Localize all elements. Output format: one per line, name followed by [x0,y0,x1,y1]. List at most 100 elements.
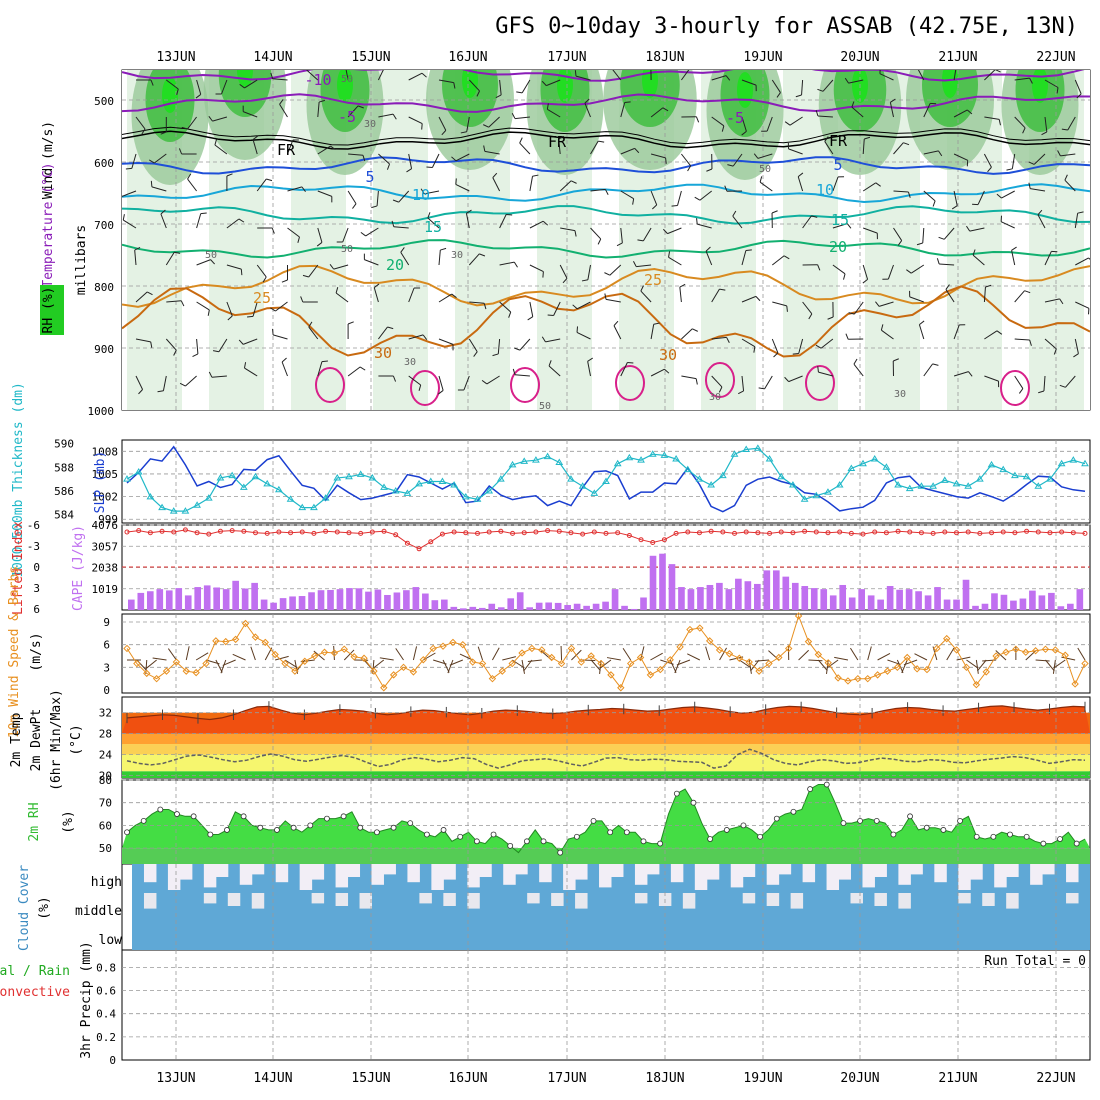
panel-frame [121,613,1091,694]
wind-barb [1044,338,1057,350]
wind-barb [1067,116,1076,131]
wind-speed-marker [498,667,507,675]
thickness-marker [1034,482,1043,489]
rh-marker [923,824,930,831]
wind-barb-10m [523,659,533,672]
isotherm-label: 10 [816,181,834,199]
date-label-top: 13JUN [156,50,195,65]
wind-barb [575,75,591,81]
wind-barb-10m [502,656,517,661]
wind-barb [711,288,720,303]
wind-barb [732,153,743,167]
wind-barb [468,338,478,352]
cloud-high-gap [575,864,588,880]
rh-marker [1007,831,1013,838]
wind-speed-marker [873,671,882,679]
wind-barb-flag [392,199,399,203]
cape-bar [953,599,960,610]
wind-barb-flag [719,288,726,291]
wind-barb [681,328,693,340]
cloud-high-gap [706,864,720,880]
wind-barb-flag [968,371,973,377]
wind-barb [642,227,652,242]
wind-barb-flag [597,238,602,245]
wind-speed-marker [409,668,418,676]
isotherm-label: 25 [644,271,662,289]
wind-barb [438,250,441,266]
cloud-middle-gap [227,893,241,906]
wind-barb-flag [481,379,488,385]
rh-area [122,784,1090,853]
lifted-index-marker [685,529,691,535]
wind-barb-flag [843,273,846,280]
lifted-index-marker [790,530,796,536]
wind-barb [697,223,712,229]
wind-barb [972,254,985,266]
temp-tick-label: 24 [99,748,113,761]
wind-barb-10m [606,657,621,661]
wind-barb-flag [972,249,976,256]
wind-barb-flag [692,328,698,332]
wind-barb [165,252,175,266]
cape-bar [393,592,401,610]
rh-marker [690,799,697,806]
thickness-marker [146,492,155,500]
wind-barb [711,116,725,127]
wind-barb-flag [705,246,711,252]
wind-barb [613,325,622,340]
wind-barb [953,190,958,206]
cape-bar [327,589,334,610]
wind-barb [1060,153,1076,157]
wind-barb [620,227,623,243]
lifted-index-marker [182,527,188,533]
wind-barb-flag [208,116,213,122]
wind-barb-flag [297,236,300,243]
cape-bar [431,600,439,610]
wind-barb [488,116,500,128]
wind-barb-10m [1077,647,1086,661]
rh-marker [257,824,264,831]
rh-contour-label: 30 [451,250,463,261]
li-tick-label: -3 [27,540,40,553]
lifted-index-marker [743,529,749,535]
wind-barb-flag [335,287,339,294]
wind-barb-flag [138,389,143,395]
wind-barb [287,139,294,155]
wind-barb-flag [824,136,829,142]
wind-speed-marker [1051,646,1060,654]
wind-barb [909,296,924,303]
wind-barb [135,338,151,343]
wind-barb-10m [1045,659,1055,672]
wind-barb [559,264,568,279]
cape-bar [991,593,998,610]
wind-barb [438,293,452,303]
wind-barb-flag [373,283,380,288]
wind-barb [587,361,591,377]
wind-barb-flag [653,322,660,325]
isotherm-20 [122,239,1090,259]
rh-tick-label: 60 [99,819,112,832]
wind-barb-flag [316,242,323,247]
cloud-high-gap [898,864,911,885]
wind-speed-marker [133,659,141,668]
wind-barb-10m [798,649,810,661]
cape-bar [441,599,448,610]
wind-barb-flag [864,136,871,140]
date-label-bottom: 22JUN [1036,1071,1075,1086]
wind-barb-flag [862,278,868,284]
wind-barb [576,301,591,310]
cloud-high-gap [443,864,456,880]
wind-speed-marker [399,663,408,672]
lifted-index-marker [369,529,375,535]
axis-label-cloud-units: (%) [37,896,52,919]
wind-barb-flag [272,328,274,335]
wind-speed-marker [251,633,260,641]
wind-barb [348,153,364,156]
wind-barb-flag [238,218,245,223]
pressure-tick-label: 500 [94,95,114,108]
wind-barb-flag [951,205,958,210]
rh-contour-label: 50 [759,164,771,175]
wind-barb-flag [613,320,619,326]
cloud-middle-gap [634,893,648,904]
cape-bar [317,590,325,610]
